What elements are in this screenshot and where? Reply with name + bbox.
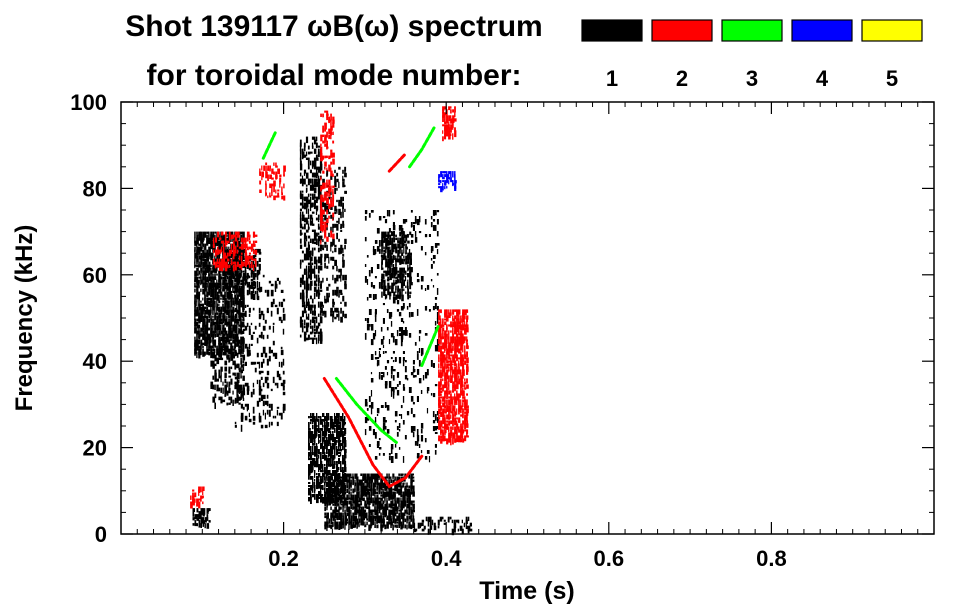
mode-3-ridge <box>334 377 399 445</box>
x-tick-label: 0.4 <box>431 546 462 571</box>
x-tick-label: 0.8 <box>756 546 787 571</box>
mode-1-region <box>381 231 412 302</box>
mode-1-region <box>234 274 286 432</box>
mode-1-region <box>299 136 323 345</box>
legend: 1 2 3 4 5 <box>581 19 923 91</box>
mode-1-region <box>320 166 347 323</box>
legend-label-4: 4 <box>816 66 829 91</box>
mode-1-region <box>324 473 415 532</box>
chart-title-line1: Shot 139117 ωB(ω) spectrum <box>125 10 542 43</box>
y-axis-label: Frequency (kHz) <box>11 225 38 412</box>
y-tick-label: 60 <box>83 263 107 288</box>
plot-area <box>190 106 473 536</box>
mode-2-region <box>259 162 286 201</box>
mode-2-region <box>438 309 469 446</box>
mode-2-region <box>442 106 457 142</box>
axes: 0.2 0.4 0.6 0.8 0 20 40 60 80 100 <box>70 90 934 571</box>
y-tick-label: 100 <box>70 90 107 115</box>
y-tick-label: 80 <box>83 176 107 201</box>
mode-1-region <box>192 508 211 529</box>
mode-1-region <box>364 210 440 463</box>
mode-3-ridge <box>408 126 436 169</box>
legend-label-2: 2 <box>676 66 688 91</box>
mode-1-region <box>210 339 246 409</box>
mode-2-region <box>320 110 335 245</box>
x-axis-label: Time (s) <box>479 577 574 605</box>
mode-1-region <box>413 516 473 536</box>
mode-2-region <box>212 231 258 272</box>
legend-label-1: 1 <box>606 66 618 91</box>
legend-swatch-4 <box>791 19 853 42</box>
x-tick-label: 0.6 <box>594 546 625 571</box>
mode-2-region <box>190 486 205 509</box>
mode-3-ridge <box>420 325 440 367</box>
y-tick-label: 0 <box>95 522 107 547</box>
mode-3-ridge <box>261 130 277 160</box>
legend-swatch-5 <box>861 19 923 42</box>
mode-2-ridge <box>322 377 424 489</box>
legend-label-3: 3 <box>746 66 758 91</box>
legend-label-5: 5 <box>886 66 898 91</box>
mode-4-region <box>438 171 457 193</box>
legend-swatch-3 <box>721 19 783 42</box>
x-tick-label: 0.2 <box>268 546 299 571</box>
y-tick-label: 20 <box>83 436 107 461</box>
chart-title-line2: for toroidal mode number: <box>147 59 522 92</box>
legend-swatch-2 <box>651 19 713 42</box>
mode-2-ridge <box>387 152 407 173</box>
y-tick-label: 40 <box>83 349 107 374</box>
legend-swatch-1 <box>581 19 643 42</box>
